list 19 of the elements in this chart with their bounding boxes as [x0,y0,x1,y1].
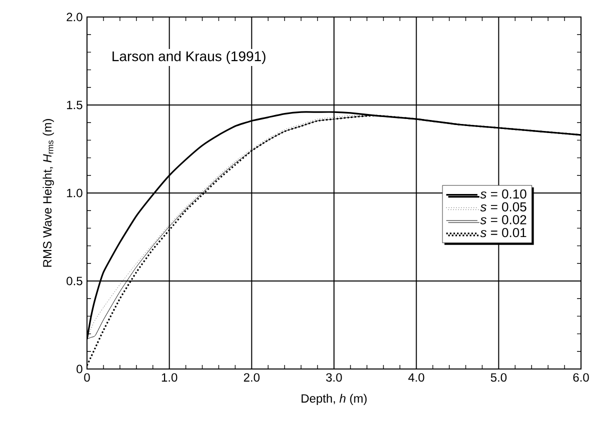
x-axis-title: Depth, h (m) [302,394,367,406]
annotation: Larson and Kraus (1991) [112,50,266,64]
legend-label: s = 0.01 [480,228,526,238]
y-axis-title: RMS Wave Height, H$_{rms}$ (m) [42,119,54,267]
x-tick-label: 0 [84,373,90,382]
y-tick-label: 1.0 [67,188,82,198]
legend-label: s = 0.10 [480,189,526,199]
y-tick-label: 1.5 [67,100,82,110]
y-tick-label: 0.5 [66,276,82,286]
y-tick-label: 2.0 [66,12,82,22]
x-tick-label: 6.0 [573,373,589,382]
legend-label: s = 0.02 [480,215,526,224]
legend-label: s = 0.05 [480,202,526,212]
x-tick-label: 5.0 [490,373,507,382]
y-tick-label: 0 [76,364,82,374]
x-tick-label: 4.0 [408,373,424,382]
x-tick-label: 2.0 [244,373,260,382]
x-tick-label: 3.0 [326,373,342,382]
x-tick-label: 1.0 [162,373,178,382]
